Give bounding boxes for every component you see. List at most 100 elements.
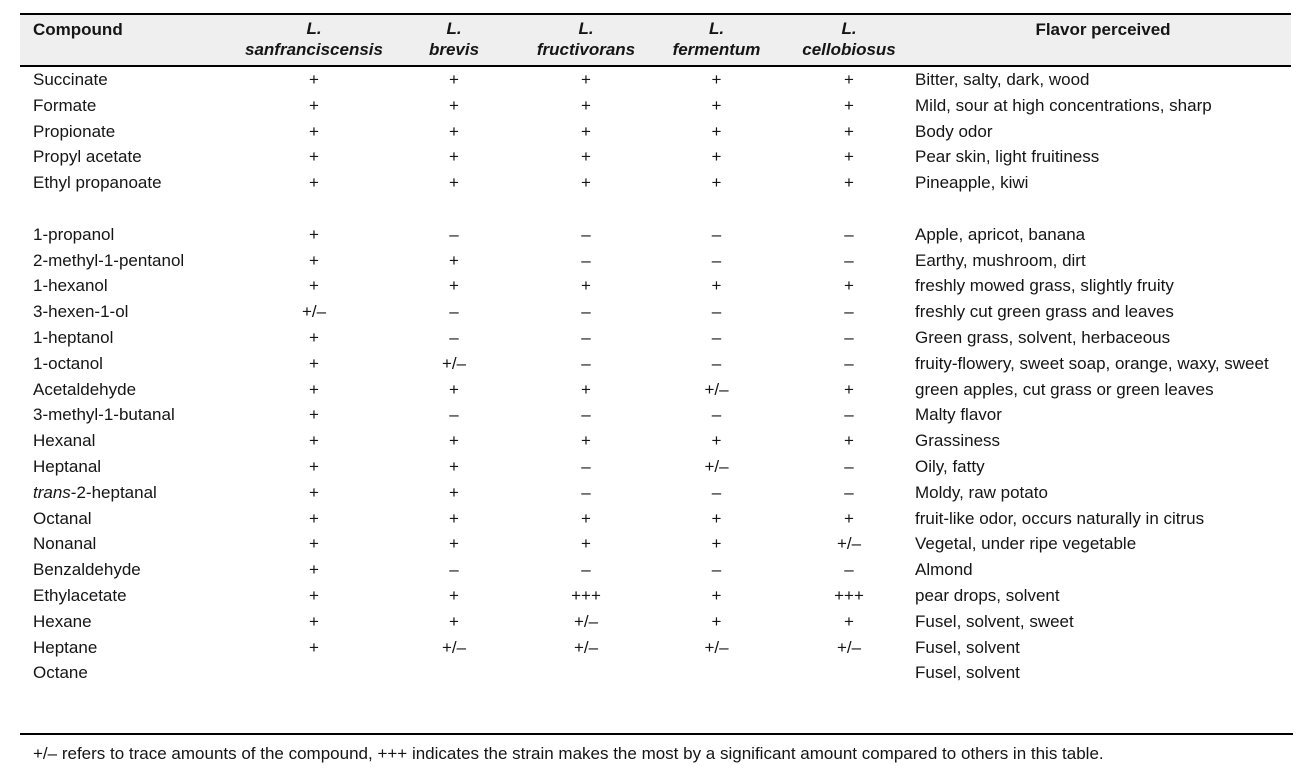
presence-cell: +/–: [836, 534, 862, 554]
presence-cell: –: [581, 405, 591, 425]
presence-cell: –: [581, 302, 591, 322]
presence-cell: [386, 660, 522, 686]
table-row: Formate + + + + + Mild, sour at high concentra…: [20, 93, 1291, 119]
presence-cell: +: [581, 70, 591, 89]
flavor-cell: Grassiness: [915, 431, 1001, 451]
presence-cell: +/–: [704, 456, 729, 476]
presence-cell: +: [711, 611, 722, 631]
flavor-cell: freshly mowed grass, slightly fruity: [915, 276, 1174, 296]
compound-cell: 1-octanol: [33, 353, 103, 373]
flavor-cell: Earthy, mushroom, dirt: [915, 250, 1086, 270]
presence-cell: +: [449, 173, 459, 193]
presence-cell: +: [449, 379, 459, 399]
presence-cell: +: [309, 121, 319, 141]
presence-cell: +: [844, 173, 854, 193]
presence-cell: +: [449, 534, 459, 554]
flavor-cell: freshly cut green grass and leaves: [915, 302, 1174, 322]
presence-cell: +: [844, 147, 854, 167]
presence-cell: –: [844, 353, 854, 373]
flavor-cell: Apple, apricot, banana: [915, 224, 1086, 244]
presence-cell: +: [309, 482, 319, 502]
presence-cell: –: [711, 353, 722, 373]
presence-cell: +: [449, 147, 459, 167]
presence-cell: +: [309, 379, 319, 399]
compound-cell: Propionate: [33, 121, 116, 141]
presence-cell: +: [449, 611, 459, 631]
table-row: Hexanal + + + + + Grassiness: [20, 428, 1291, 454]
presence-cell: –: [449, 405, 459, 425]
flavor-cell: Fusel, solvent, sweet: [915, 611, 1074, 631]
presence-cell: +: [581, 95, 591, 115]
presence-cell: +: [581, 173, 591, 193]
compound-cell: Nonanal: [33, 534, 97, 554]
footnote-text: +/– refers to trace amounts of the compo…: [33, 744, 1104, 763]
presence-cell: +: [449, 585, 459, 605]
presence-cell: +: [581, 508, 591, 528]
presence-cell: –: [449, 327, 459, 347]
presence-cell: +: [711, 508, 722, 528]
presence-cell: –: [449, 224, 459, 244]
compound-cell: Benzaldehyde: [33, 560, 141, 580]
presence-cell: +: [844, 70, 854, 89]
presence-cell: [650, 660, 783, 686]
compound-flavor-table: Compound L. sanfranciscensis L. brevis L. fruc…: [20, 13, 1291, 686]
presence-cell: +: [581, 379, 591, 399]
presence-cell: +: [309, 173, 319, 193]
presence-cell: +: [309, 224, 319, 244]
compound-cell: Octane: [33, 663, 88, 683]
presence-cell: +: [309, 353, 319, 373]
table-footnote: +/– refers to trace amounts of the compo…: [20, 733, 1293, 765]
presence-cell: –: [711, 560, 722, 580]
presence-cell: +: [309, 95, 319, 115]
presence-cell: +: [449, 70, 459, 89]
presence-cell: –: [449, 302, 459, 322]
presence-cell: +: [309, 250, 319, 270]
presence-cell: –: [711, 405, 722, 425]
table-row: Ethyl propanoate + + + + + Pineapple, kiwi: [20, 170, 1291, 196]
spacer-row: [20, 196, 1291, 222]
presence-cell: +: [844, 508, 854, 528]
compound-cell: Heptanal: [33, 456, 102, 476]
presence-cell: –: [844, 250, 854, 270]
table-row: Nonanal + + + + +/– Vegetal, under ripe vegeta…: [20, 531, 1291, 557]
table-row: Heptanal + + – +/– – Oily, fatty: [20, 454, 1291, 480]
presence-cell: +: [449, 456, 459, 476]
table-row: 1-hexanol + + + + + freshly mowed grass, sligh…: [20, 273, 1291, 299]
presence-cell: +/–: [441, 353, 467, 373]
presence-cell: +: [449, 276, 459, 296]
table-row: Hexane + + +/– + + Fusel, solvent, sweet: [20, 609, 1291, 635]
compound-cell: Heptane: [33, 637, 98, 657]
table-row: Ethylacetate + + +++ + +++ pear drops, solvent: [20, 583, 1291, 609]
flavor-cell: green apples, cut grass or green leaves: [915, 379, 1214, 399]
presence-cell: +: [309, 534, 319, 554]
flavor-cell: Bitter, salty, dark, wood: [915, 70, 1090, 89]
compound-cell: trans-2-heptanal: [33, 482, 157, 502]
presence-cell: –: [844, 224, 854, 244]
flavor-cell: Moldy, raw potato: [915, 482, 1048, 502]
compound-cell: Hexanal: [33, 431, 96, 451]
presence-cell: +: [449, 482, 459, 502]
compound-cell: Formate: [33, 95, 97, 115]
presence-cell: –: [581, 482, 591, 502]
column-header: L. brevis: [386, 13, 522, 67]
presence-cell: +: [309, 560, 319, 580]
presence-cell: +: [711, 585, 722, 605]
presence-cell: +/–: [704, 379, 729, 399]
column-header: Flavor perceived: [915, 13, 1291, 67]
table-row: Propyl acetate + + + + + Pear skin, light frui…: [20, 144, 1291, 170]
presence-cell: [242, 660, 386, 686]
presence-cell: –: [844, 327, 854, 347]
column-header: L. fermentum: [650, 13, 783, 67]
presence-cell: –: [581, 250, 591, 270]
presence-cell: –: [711, 327, 722, 347]
presence-cell: +: [449, 431, 459, 451]
presence-cell: +/–: [836, 637, 862, 657]
flavor-cell: Body odor: [915, 121, 993, 141]
presence-cell: –: [581, 456, 591, 476]
compound-cell: Succinate: [33, 70, 108, 89]
presence-cell: +: [309, 276, 319, 296]
presence-cell: –: [581, 224, 591, 244]
presence-cell: [783, 660, 915, 686]
presence-cell: +: [449, 508, 459, 528]
